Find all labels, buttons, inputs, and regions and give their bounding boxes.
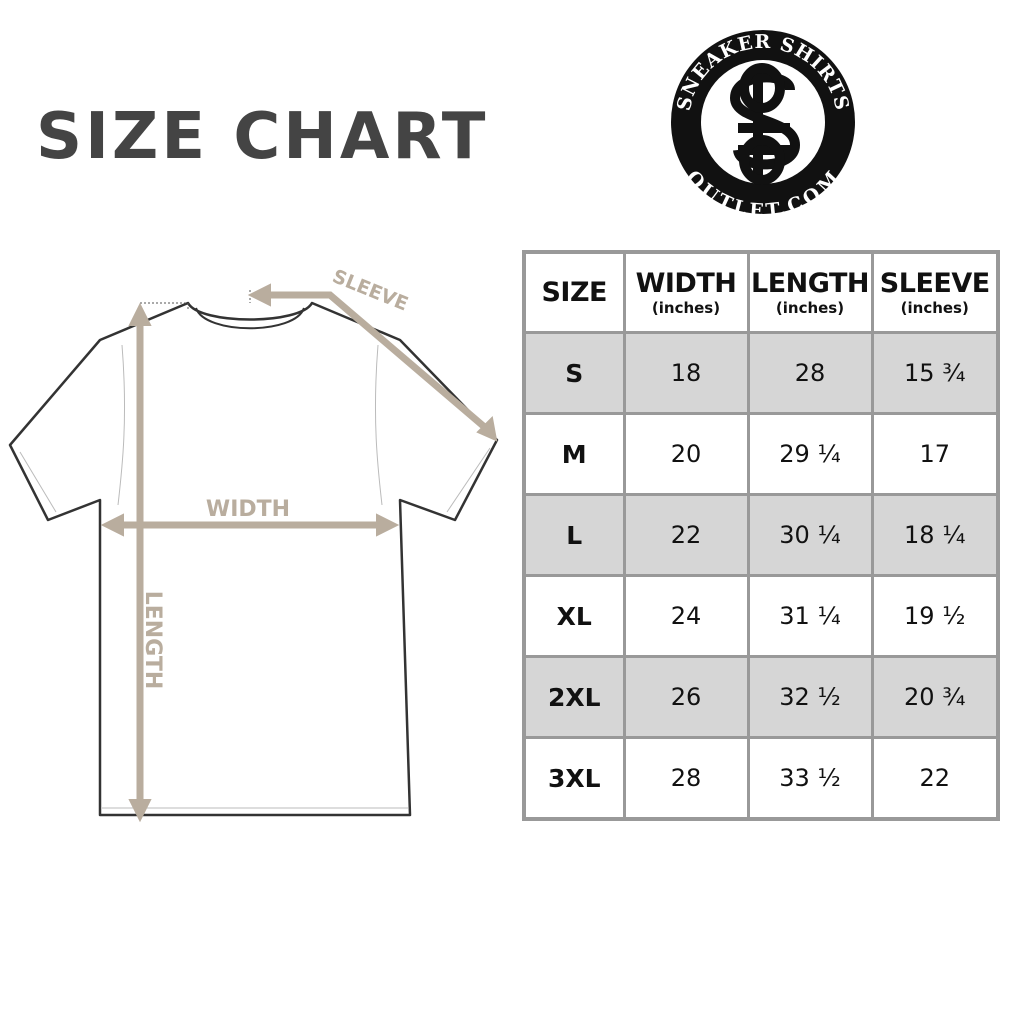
cell-size: 3XL	[522, 736, 626, 821]
tshirt-seams	[19, 344, 491, 809]
cell-sleeve: 15 ¾	[870, 331, 1000, 415]
header-sleeve: SLEEVE (inches)	[870, 250, 1000, 334]
page-title: SIZE CHART	[36, 100, 489, 174]
cell-sleeve: 19 ½	[870, 574, 1000, 658]
cell-sleeve: 18 ¼	[870, 493, 1000, 577]
table-row: L 22 30 ¼ 18 ¼	[522, 493, 1000, 577]
cell-sleeve: 22	[870, 736, 1000, 821]
table-row: 2XL 26 32 ½ 20 ¾	[522, 655, 1000, 739]
cell-width: 22	[622, 493, 750, 577]
size-table: SIZE WIDTH (inches) LENGTH (inches) SLEEVE…	[522, 250, 1000, 821]
width-label: WIDTH	[206, 497, 290, 522]
cell-size: 2XL	[522, 655, 626, 739]
cell-length: 30 ¼	[746, 493, 874, 577]
shoulder-guide	[140, 290, 251, 310]
sleeve-arrow	[247, 283, 498, 442]
cell-size: M	[522, 412, 626, 496]
cell-width: 18	[622, 331, 750, 415]
header-length: LENGTH (inches)	[746, 250, 874, 334]
cell-length: 32 ½	[746, 655, 874, 739]
length-arrow	[128, 302, 152, 823]
cell-length: 31 ¼	[746, 574, 874, 658]
width-arrow	[100, 513, 400, 537]
cell-width: 26	[622, 655, 750, 739]
table-header-row: SIZE WIDTH (inches) LENGTH (inches) SLEEVE…	[522, 250, 1000, 334]
cell-length: 28	[746, 331, 874, 415]
tshirt-collar	[195, 307, 305, 330]
tshirt-outline	[8, 301, 499, 817]
cell-size: S	[522, 331, 626, 415]
cell-length: 33 ½	[746, 736, 874, 821]
cell-size: L	[522, 493, 626, 577]
cell-width: 20	[622, 412, 750, 496]
cell-sleeve: 17	[870, 412, 1000, 496]
header-width: WIDTH (inches)	[622, 250, 750, 334]
cell-sleeve: 20 ¾	[870, 655, 1000, 739]
header-size: SIZE	[522, 250, 626, 334]
table-row: S 18 28 15 ¾	[522, 331, 1000, 415]
logo: SNEAKER SHIRTS OUTLET.COM	[671, 30, 855, 222]
length-label: LENGTH	[140, 591, 165, 690]
table-row: M 20 29 ¼ 17	[522, 412, 1000, 496]
table-row: XL 24 31 ¼ 19 ½	[522, 574, 1000, 658]
cell-width: 28	[622, 736, 750, 821]
logo-monogram	[729, 63, 801, 185]
cell-length: 29 ¼	[746, 412, 874, 496]
table-row: 3XL 28 33 ½ 22	[522, 736, 1000, 821]
cell-size: XL	[522, 574, 626, 658]
cell-width: 24	[622, 574, 750, 658]
